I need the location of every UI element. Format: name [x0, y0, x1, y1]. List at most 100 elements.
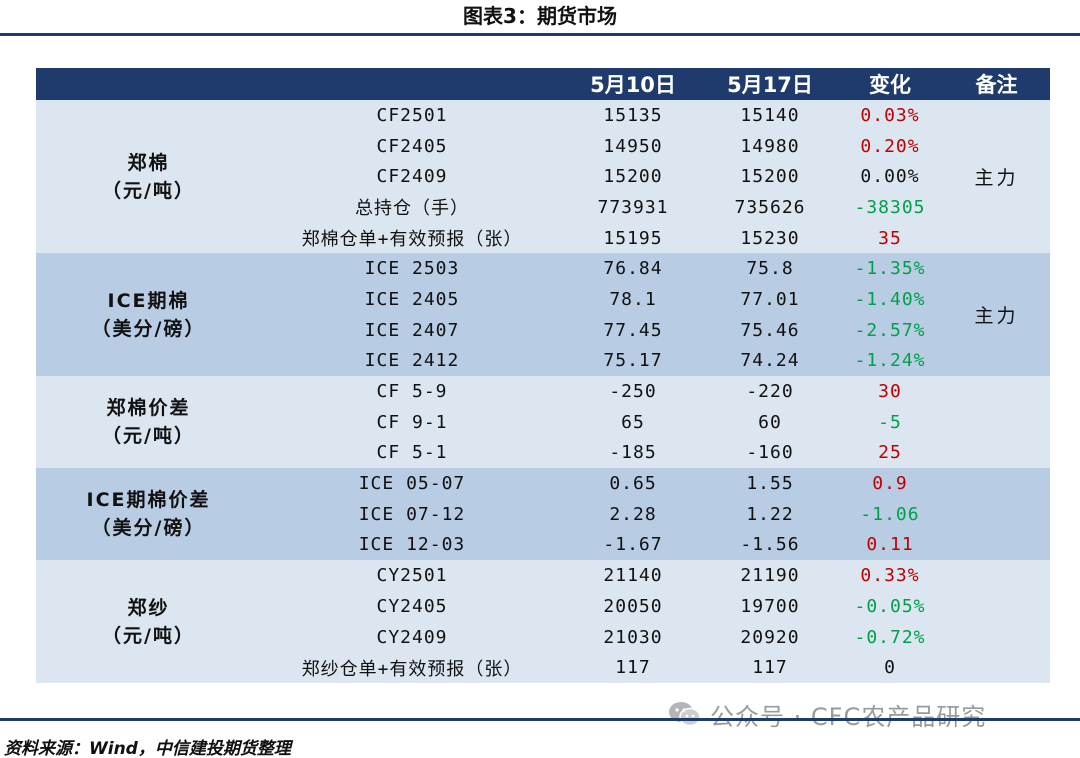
group-unit: （元/吨）: [102, 179, 195, 202]
table-row: ICE 07-12 2.28 1.22 -1.06: [36, 498, 1050, 530]
item-cell: 总持仓（手）: [261, 192, 563, 223]
value-may17: 1.22: [703, 498, 837, 530]
value-may17: 21190: [703, 560, 837, 591]
change-value: -0.05%: [837, 591, 943, 622]
header-group: [36, 68, 261, 100]
table-header-row: 5月10日 5月17日 变化 备注: [36, 68, 1050, 100]
item-cell: ICE 2412: [261, 345, 563, 377]
value-may10: 15135: [563, 100, 703, 131]
item-cell: ICE 07-12: [261, 498, 563, 530]
watermark: 公众号 · CFC农产品研究: [668, 697, 986, 731]
value-may10: 65: [563, 406, 703, 438]
futures-table: 5月10日 5月17日 变化 备注 郑棉 （元/吨） CF2501 15135 1514…: [36, 68, 1050, 684]
value-may17: 60: [703, 406, 837, 438]
table-row: 郑棉 （元/吨） CF2501 15135 15140 0.03% 主力: [36, 100, 1050, 254]
change-value: 0.00%: [837, 161, 943, 193]
group-name: ICE期棉: [107, 289, 190, 312]
value-may10: 75.17: [563, 345, 703, 377]
table-row: 郑棉仓单+有效预报（张） 15195 15230 35: [36, 222, 1050, 254]
item-cell: 郑纱仓单+有效预报（张）: [261, 652, 563, 684]
value-may17: 15140: [703, 100, 837, 131]
change-value: -38305: [837, 192, 943, 223]
change-value: -1.35%: [837, 253, 943, 285]
change-value: 0.11: [837, 529, 943, 561]
group-unit: （元/吨）: [102, 425, 195, 448]
table-row: ICE 12-03 -1.67 -1.56 0.11: [36, 529, 1050, 561]
change-value: -5: [837, 406, 943, 438]
item-cell: ICE 12-03: [261, 529, 563, 561]
header-note: 备注: [943, 68, 1050, 100]
header-date-1: 5月10日: [563, 68, 703, 100]
group-unit: （美分/磅）: [91, 317, 206, 340]
change-value: 0: [837, 652, 943, 684]
group-label: ICE期棉 （美分/磅）: [36, 253, 261, 377]
item-cell: ICE 2407: [261, 314, 563, 346]
table-row: 郑纱仓单+有效预报（张） 117 117 0: [36, 652, 1050, 684]
table-row: ICE期棉价差 （美分/磅） ICE 05-07 0.65 1.55 0.9: [36, 468, 1050, 561]
change-value: -2.57%: [837, 314, 943, 346]
change-value: -1.40%: [837, 284, 943, 315]
table-row: ICE 2407 77.45 75.46 -2.57%: [36, 314, 1050, 346]
value-may10: 21030: [563, 621, 703, 653]
value-may10: 15195: [563, 222, 703, 254]
top-rule: [0, 33, 1080, 36]
value-may17: 74.24: [703, 345, 837, 377]
table-row: 郑棉价差 （元/吨） CF 5-9 -250 -220 30: [36, 376, 1050, 469]
value-may10: -250: [563, 376, 703, 407]
table-row: CF 9-1 65 60 -5: [36, 406, 1050, 438]
item-cell: CY2501: [261, 560, 563, 591]
value-may10: 14950: [563, 130, 703, 162]
change-value: -0.72%: [837, 621, 943, 653]
change-value: 25: [837, 437, 943, 469]
value-may17: 117: [703, 652, 837, 684]
value-may17: 735626: [703, 192, 837, 223]
group-unit: （元/吨）: [102, 624, 195, 647]
value-may10: 15200: [563, 161, 703, 193]
item-cell: CY2409: [261, 621, 563, 653]
note-cell: [943, 376, 1050, 469]
group-name: ICE期棉价差: [86, 489, 211, 512]
header-item: [261, 68, 563, 100]
value-may10: 21140: [563, 560, 703, 591]
change-value: -1.24%: [837, 345, 943, 377]
value-may17: 75.8: [703, 253, 837, 285]
table-row: CF2405 14950 14980 0.20%: [36, 130, 1050, 162]
table-row: CY2409 21030 20920 -0.72%: [36, 621, 1050, 653]
group-label: 郑棉 （元/吨）: [36, 100, 261, 254]
note-cell: [943, 468, 1050, 561]
figure-title: 图表3：期货市场: [463, 4, 617, 28]
group-label: 郑纱 （元/吨）: [36, 560, 261, 684]
table-body: 郑棉 （元/吨） CF2501 15135 15140 0.03% 主力 CF2405 1495…: [36, 100, 1050, 684]
value-may17: -1.56: [703, 529, 837, 561]
change-value: 0.03%: [837, 100, 943, 131]
value-may17: -160: [703, 437, 837, 469]
value-may10: 117: [563, 652, 703, 684]
item-cell: CF 5-9: [261, 376, 563, 407]
item-cell: CF2409: [261, 161, 563, 193]
item-cell: CF 5-1: [261, 437, 563, 469]
value-may17: 15200: [703, 161, 837, 193]
item-cell: CY2405: [261, 591, 563, 622]
value-may10: 0.65: [563, 468, 703, 499]
item-cell: 郑棉仓单+有效预报（张）: [261, 222, 563, 254]
value-may17: 75.46: [703, 314, 837, 346]
item-cell: CF2405: [261, 130, 563, 162]
header-change: 变化: [837, 68, 943, 100]
value-may10: 773931: [563, 192, 703, 223]
note-cell: 主力: [943, 100, 1050, 254]
bottom-rule: [0, 718, 1080, 721]
change-value: 0.33%: [837, 560, 943, 591]
table-row: 郑纱 （元/吨） CY2501 21140 21190 0.33%: [36, 560, 1050, 684]
header-date-2: 5月17日: [703, 68, 837, 100]
table-row: CF 5-1 -185 -160 25: [36, 437, 1050, 469]
source-note: 资料来源：Wind，中信建投期货整理: [4, 739, 291, 758]
group-name: 郑纱: [127, 596, 170, 619]
value-may10: -185: [563, 437, 703, 469]
change-value: 0.9: [837, 468, 943, 499]
wechat-icon: [669, 702, 701, 727]
value-may17: 77.01: [703, 284, 837, 315]
table-row: 总持仓（手） 773931 735626 -38305: [36, 192, 1050, 223]
value-may10: 77.45: [563, 314, 703, 346]
group-label: 郑棉价差 （元/吨）: [36, 376, 261, 469]
change-value: 35: [837, 222, 943, 254]
